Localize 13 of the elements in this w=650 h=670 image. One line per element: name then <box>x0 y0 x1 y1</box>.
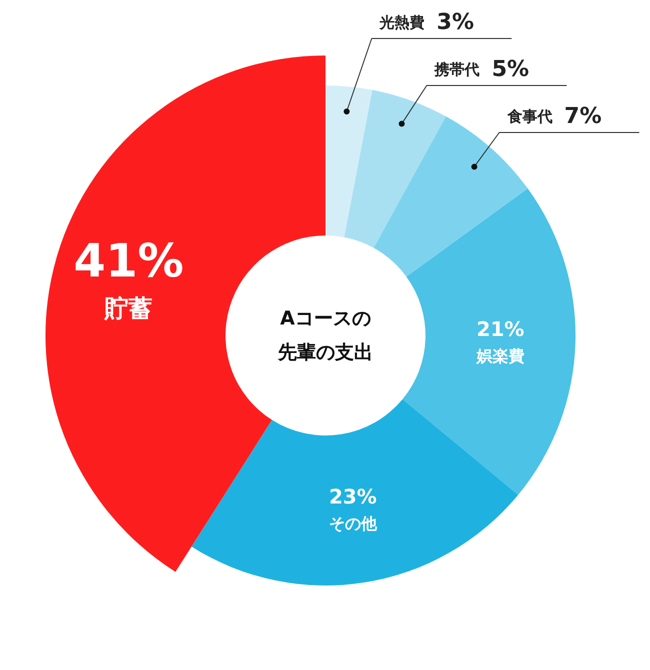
slice-label: 携帯代 <box>434 60 480 78</box>
data-label: 5% <box>492 57 530 82</box>
slice-label: 娯楽費 <box>475 346 524 366</box>
data-label: 41% <box>74 233 184 288</box>
slice-label: 光熱費 <box>378 14 425 32</box>
data-label: 21% <box>476 316 524 341</box>
data-label: 3% <box>436 10 474 35</box>
data-label: 23% <box>328 484 377 508</box>
slice-label: 食事代 <box>506 108 552 126</box>
data-label: 7% <box>564 104 602 129</box>
text: Aコースの先輩の支出 <box>277 308 373 364</box>
slice-label: 貯蓄 <box>104 294 153 322</box>
slice-label: その他 <box>328 514 378 533</box>
